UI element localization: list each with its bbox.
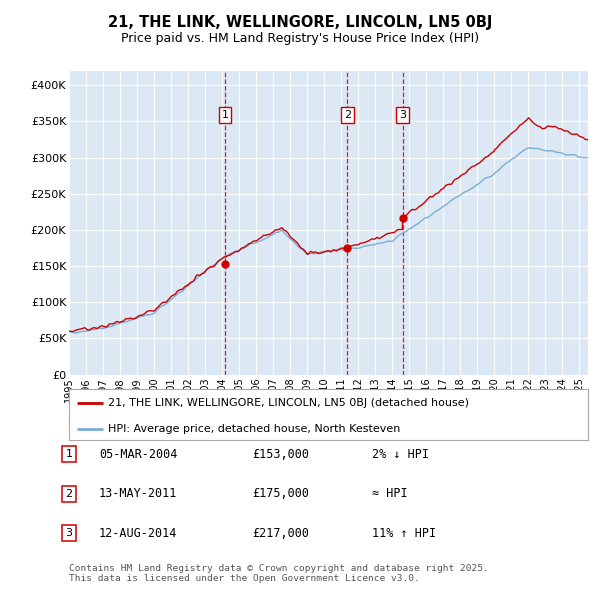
Text: 1: 1 (65, 450, 73, 459)
Text: 05-MAR-2004: 05-MAR-2004 (99, 448, 178, 461)
Text: 1: 1 (221, 110, 229, 120)
Text: ≈ HPI: ≈ HPI (372, 487, 407, 500)
Text: 11% ↑ HPI: 11% ↑ HPI (372, 527, 436, 540)
Text: 3: 3 (65, 529, 73, 538)
Text: 13-MAY-2011: 13-MAY-2011 (99, 487, 178, 500)
Text: Price paid vs. HM Land Registry's House Price Index (HPI): Price paid vs. HM Land Registry's House … (121, 32, 479, 45)
Text: 2: 2 (65, 489, 73, 499)
Text: HPI: Average price, detached house, North Kesteven: HPI: Average price, detached house, Nort… (108, 424, 400, 434)
Text: 3: 3 (399, 110, 406, 120)
Text: £175,000: £175,000 (252, 487, 309, 500)
Text: £153,000: £153,000 (252, 448, 309, 461)
Text: 21, THE LINK, WELLINGORE, LINCOLN, LN5 0BJ: 21, THE LINK, WELLINGORE, LINCOLN, LN5 0… (108, 15, 492, 30)
Text: 12-AUG-2014: 12-AUG-2014 (99, 527, 178, 540)
Text: 2: 2 (344, 110, 351, 120)
Text: 2% ↓ HPI: 2% ↓ HPI (372, 448, 429, 461)
Text: 21, THE LINK, WELLINGORE, LINCOLN, LN5 0BJ (detached house): 21, THE LINK, WELLINGORE, LINCOLN, LN5 0… (108, 398, 469, 408)
Text: Contains HM Land Registry data © Crown copyright and database right 2025.
This d: Contains HM Land Registry data © Crown c… (69, 563, 489, 583)
Text: £217,000: £217,000 (252, 527, 309, 540)
